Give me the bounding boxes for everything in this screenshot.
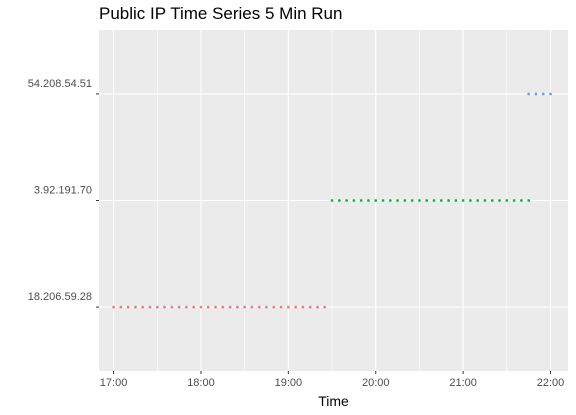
data-point <box>112 305 115 309</box>
data-point <box>527 92 531 96</box>
data-point <box>119 305 123 309</box>
y-tick-label: 3.92.191.70 <box>34 185 92 197</box>
data-point <box>476 199 480 202</box>
x-tick-label: 20:00 <box>362 377 390 389</box>
data-point <box>483 199 487 202</box>
data-point <box>141 305 145 309</box>
x-tick-label: 18:00 <box>187 377 215 389</box>
x-tick-label: 17:00 <box>100 377 128 389</box>
data-point <box>432 199 436 202</box>
grid-lines <box>99 30 568 371</box>
data-point <box>374 199 378 202</box>
data-point <box>155 305 159 309</box>
data-point <box>134 305 137 309</box>
data-point <box>490 199 494 202</box>
data-point <box>461 199 465 202</box>
data-point <box>454 199 458 202</box>
x-axis-ticks: 17:00 18:00 19:00 20:00 21:00 22:00 <box>100 371 564 389</box>
data-point <box>301 305 305 309</box>
data-point <box>286 305 290 309</box>
data-point <box>192 305 196 309</box>
data-point <box>425 199 429 202</box>
data-point <box>418 199 421 202</box>
data-point <box>512 199 516 202</box>
data-point <box>549 92 552 96</box>
data-point <box>534 92 538 96</box>
data-point <box>308 305 312 309</box>
data-point <box>396 199 399 202</box>
data-point <box>469 199 472 202</box>
data-point <box>447 199 450 202</box>
data-point <box>126 305 130 309</box>
data-point <box>520 199 523 202</box>
data-point <box>170 305 174 309</box>
data-point <box>439 199 443 202</box>
y-axis-ticks: 18.206.59.28 3.92.191.70 54.208.54.51 <box>28 78 99 308</box>
x-tick-label: 21:00 <box>449 377 477 389</box>
data-point <box>199 305 203 309</box>
data-point <box>206 305 210 309</box>
y-tick-label: 18.206.59.28 <box>28 291 92 303</box>
data-point <box>177 305 181 309</box>
data-point <box>527 199 531 202</box>
data-point <box>367 199 370 202</box>
data-point <box>316 305 319 309</box>
data-point <box>265 305 268 309</box>
data-point <box>505 199 509 202</box>
data-point <box>163 305 166 309</box>
data-point <box>337 199 341 202</box>
chart-title: Public IP Time Series 5 Min Run <box>99 4 343 23</box>
data-point <box>388 199 392 202</box>
x-tick-label: 19:00 <box>275 377 303 389</box>
y-tick-label: 54.208.54.51 <box>28 78 92 90</box>
x-tick-label: 22:00 <box>537 377 565 389</box>
data-point <box>250 305 254 309</box>
data-point <box>236 305 239 309</box>
data-point <box>185 305 188 309</box>
data-point <box>410 199 414 202</box>
x-axis-title: Time <box>318 393 349 409</box>
data-point <box>403 199 407 202</box>
data-point <box>352 199 356 202</box>
data-point <box>294 305 297 309</box>
data-point <box>323 305 327 309</box>
data-point <box>221 305 225 309</box>
data-point <box>148 305 152 309</box>
data-point <box>214 305 217 309</box>
data-point <box>359 199 363 202</box>
data-point <box>279 305 283 309</box>
data-point <box>243 305 247 309</box>
data-point <box>498 199 501 202</box>
data-points <box>112 92 552 309</box>
data-point <box>272 305 276 309</box>
data-point <box>345 199 348 202</box>
data-point <box>381 199 385 202</box>
data-point <box>257 305 261 309</box>
data-point <box>541 92 545 96</box>
data-point <box>228 305 232 309</box>
data-point <box>330 199 334 202</box>
